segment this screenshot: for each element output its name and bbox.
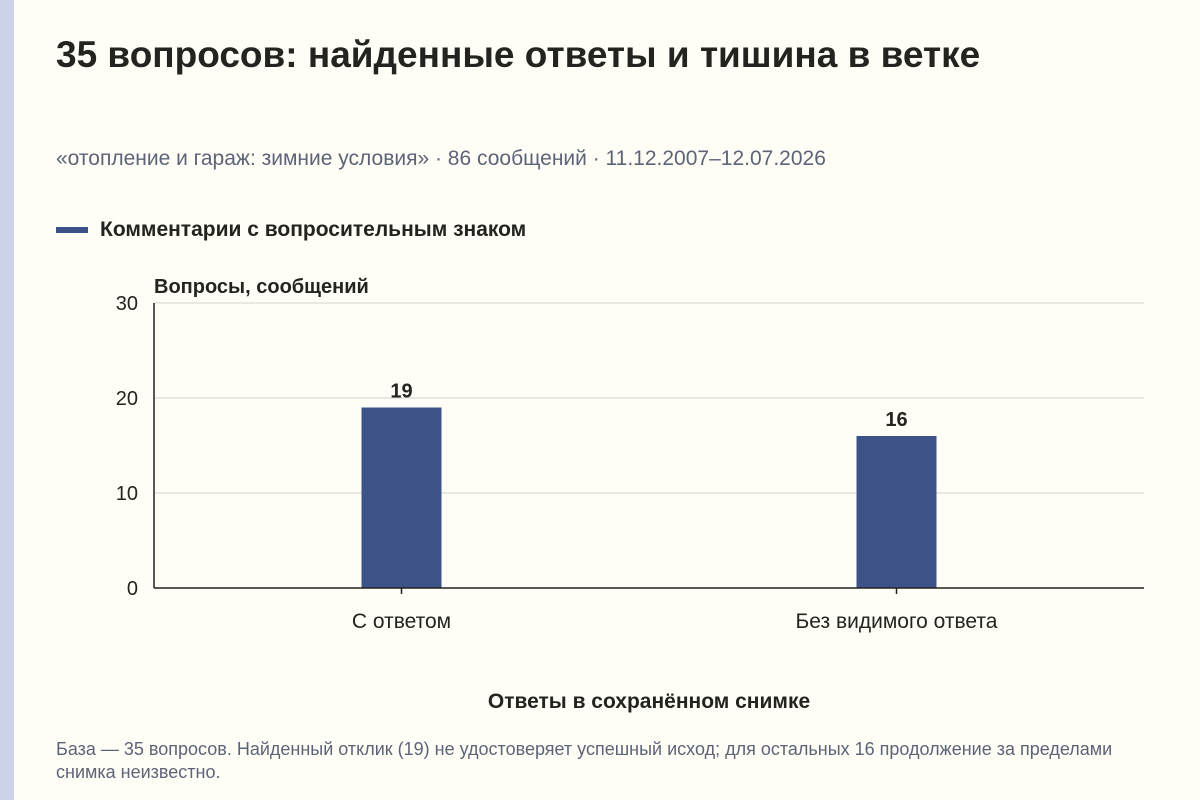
- legend-label: Комментарии с вопросительным знаком: [100, 218, 527, 241]
- y-axis-title: Вопросы, сообщений: [154, 276, 369, 298]
- page-title: 35 вопросов: найденные ответы и тишина в…: [56, 34, 981, 75]
- axes: 0 10 20 30 С ответом Без видимого ответа: [116, 293, 1144, 633]
- x-category-label: Без видимого ответа: [796, 610, 998, 633]
- chart-legend: Комментарии с вопросительным знаком: [56, 218, 526, 242]
- y-tick-label: 0: [127, 578, 138, 600]
- grid-lines: [154, 302, 1144, 494]
- x-category-label: С ответом: [352, 610, 451, 633]
- bar: [856, 436, 937, 588]
- y-tick-label: 20: [116, 388, 138, 410]
- x-axis-title: Ответы в сохранённом снимке: [488, 690, 810, 713]
- footnote: База — 35 вопросов. Найденный отклик (19…: [56, 739, 1113, 782]
- bar-value-label: 16: [885, 409, 907, 431]
- bar: [361, 407, 442, 588]
- accent-stripe: [0, 0, 14, 800]
- y-tick-label: 10: [116, 483, 138, 505]
- y-tick-label: 30: [116, 293, 138, 315]
- bar-value-label: 19: [390, 381, 412, 403]
- chart-subtitle: «отопление и гараж: зимние условия» · 86…: [56, 147, 826, 170]
- legend-swatch: [56, 227, 88, 233]
